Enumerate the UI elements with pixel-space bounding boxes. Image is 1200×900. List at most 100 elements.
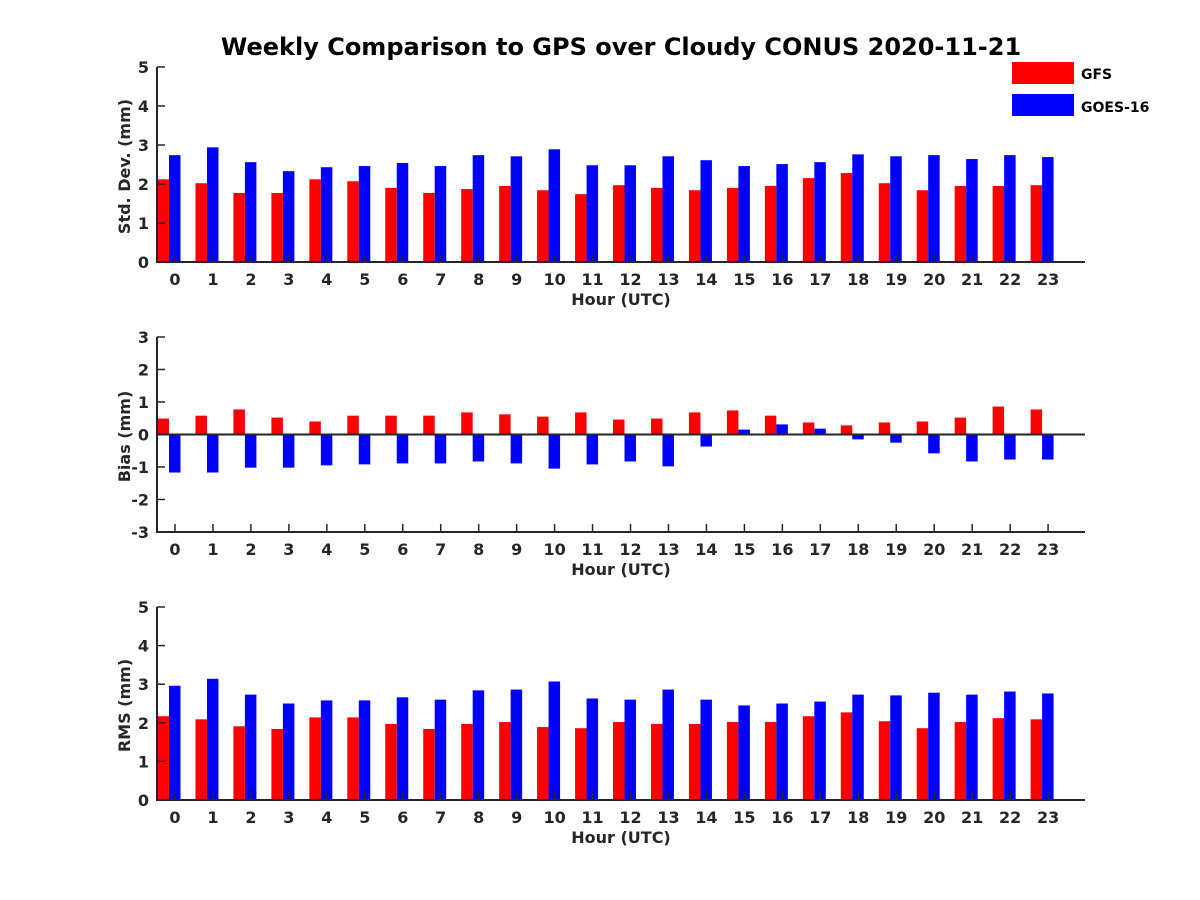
std-dev-x-tick-label: 6	[397, 270, 408, 289]
rms-bar-goes16-9	[510, 689, 523, 800]
bias-bar-goes16-16	[776, 424, 788, 435]
bias-bar-gfs-2	[233, 409, 245, 435]
std-dev-bar-goes16-1	[206, 147, 219, 262]
std-dev-y-axis-label: Std. Dev. (mm)	[115, 99, 134, 234]
std-dev-x-tick-label: 4	[321, 270, 332, 289]
std-dev-bar-gfs-11	[575, 194, 587, 262]
rms-bar-gfs-4	[309, 717, 321, 800]
rms-bar-gfs-14	[688, 723, 701, 800]
bias-x-tick-label: 4	[321, 540, 332, 559]
bias-x-tick-label: 19	[885, 540, 907, 559]
bias-y-tick-label: 0	[138, 426, 149, 445]
rms-x-tick-label: 22	[999, 808, 1021, 827]
bias-bar-goes16-0	[169, 434, 181, 473]
std-dev-bar-goes16-5	[358, 166, 371, 262]
bias-x-tick-label: 1	[207, 540, 218, 559]
std-dev-bar-goes16-0	[169, 155, 181, 262]
rms-bar-goes16-22	[1004, 691, 1016, 800]
std-dev-x-tick-label: 14	[695, 270, 717, 289]
bias-x-tick-label: 7	[435, 540, 446, 559]
bias-x-tick-label: 10	[543, 540, 565, 559]
rms-bar-goes16-14	[700, 699, 712, 800]
rms-bar-goes16-12	[624, 699, 637, 800]
std-dev-bar-gfs-2	[233, 192, 245, 262]
rms-bar-goes16-23	[1042, 693, 1054, 800]
bias-bar-gfs-1	[195, 415, 207, 435]
std-dev-x-tick-label: 11	[581, 270, 603, 289]
rms-bar-goes16-19	[890, 695, 902, 800]
rms-x-tick-label: 18	[847, 808, 869, 827]
bias-bar-goes16-5	[358, 434, 371, 465]
bias-bar-goes16-18	[852, 434, 864, 440]
std-dev-x-tick-label: 16	[771, 270, 793, 289]
rms-x-tick-label: 15	[733, 808, 755, 827]
bias-x-tick-label: 12	[619, 540, 641, 559]
rms-bar-goes16-8	[472, 690, 485, 800]
rms-bar-goes16-6	[396, 697, 409, 800]
bias-bar-gfs-17	[802, 422, 815, 435]
rms-y-tick-label: 4	[138, 637, 149, 656]
bias-x-tick-label: 22	[999, 540, 1021, 559]
rms-bar-goes16-0	[169, 685, 181, 800]
rms-bar-gfs-18	[840, 712, 853, 800]
std-dev-bar-goes16-9	[510, 156, 523, 262]
rms-x-tick-label: 0	[169, 808, 180, 827]
bias-bar-goes16-7	[434, 434, 447, 464]
rms-x-tick-label: 8	[473, 808, 484, 827]
bias-bar-goes16-2	[244, 434, 257, 468]
rms-bar-goes16-5	[358, 700, 371, 800]
std-dev-x-tick-label: 17	[809, 270, 831, 289]
rms-x-tick-label: 3	[283, 808, 294, 827]
bias-x-tick-label: 11	[581, 540, 603, 559]
bias-bar-gfs-0	[157, 418, 169, 435]
std-dev-bar-goes16-11	[586, 165, 599, 262]
rms-bar-gfs-15	[726, 722, 739, 800]
bias-bar-gfs-8	[461, 412, 473, 435]
rms-bar-goes16-15	[738, 705, 750, 800]
std-dev-x-tick-label: 9	[511, 270, 522, 289]
bias-x-tick-label: 23	[1037, 540, 1059, 559]
rms-y-tick-label: 1	[138, 752, 149, 771]
bias-bar-gfs-19	[878, 422, 891, 435]
bias-bar-goes16-10	[548, 434, 561, 469]
std-dev-bar-gfs-4	[309, 179, 321, 262]
bias-x-tick-label: 13	[657, 540, 679, 559]
rms-bar-goes16-20	[928, 692, 940, 800]
rms-bar-gfs-1	[195, 719, 207, 800]
rms-x-tick-label: 14	[695, 808, 717, 827]
std-dev-x-tick-label: 7	[435, 270, 446, 289]
rms-x-tick-label: 5	[359, 808, 370, 827]
std-dev-bar-gfs-13	[650, 187, 663, 262]
std-dev-x-tick-label: 3	[283, 270, 294, 289]
bias-x-tick-label: 18	[847, 540, 869, 559]
std-dev-bar-goes16-10	[548, 149, 561, 262]
rms-y-tick-label: 5	[138, 598, 149, 617]
bias-x-axis-label: Hour (UTC)	[571, 560, 671, 579]
bias-y-axis-label: Bias (mm)	[115, 391, 134, 483]
std-dev-y-tick-label: 5	[138, 58, 149, 77]
bias-bar-gfs-11	[575, 412, 587, 435]
bias-y-tick-label: 3	[138, 328, 149, 347]
rms-x-tick-label: 6	[397, 808, 408, 827]
rms-bar-gfs-7	[423, 728, 435, 800]
rms-x-tick-label: 20	[923, 808, 945, 827]
std-dev-bar-gfs-1	[195, 183, 207, 262]
rms-bar-goes16-21	[966, 694, 978, 800]
std-dev-x-tick-label: 22	[999, 270, 1021, 289]
rms-bar-gfs-22	[992, 718, 1005, 800]
bias-bar-goes16-3	[282, 434, 295, 468]
std-dev-bar-goes16-15	[738, 166, 750, 262]
std-dev-bar-goes16-7	[434, 166, 447, 262]
std-dev-bar-gfs-17	[802, 178, 815, 262]
bias-x-tick-label: 0	[169, 540, 180, 559]
std-dev-x-tick-label: 0	[169, 270, 180, 289]
std-dev-bar-gfs-19	[878, 183, 891, 262]
std-dev-bar-gfs-3	[271, 192, 283, 262]
std-dev-bar-gfs-16	[764, 185, 777, 262]
rms-bar-gfs-2	[233, 726, 245, 800]
std-dev-x-tick-label: 10	[543, 270, 565, 289]
rms-bar-gfs-9	[499, 722, 511, 800]
bias-bar-goes16-21	[966, 434, 978, 462]
std-dev-bar-gfs-7	[423, 192, 435, 262]
